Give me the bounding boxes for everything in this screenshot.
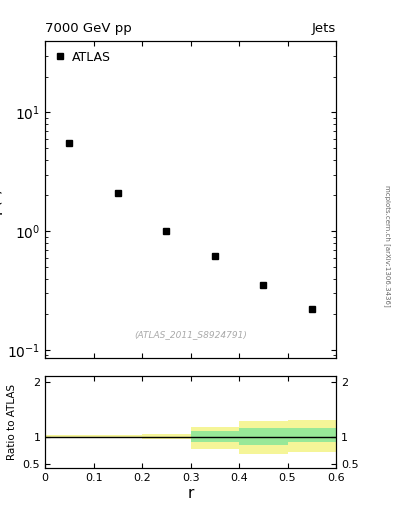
ATLAS — [164, 228, 169, 234]
ATLAS — [261, 282, 266, 288]
Text: (ATLAS_2011_S8924791): (ATLAS_2011_S8924791) — [134, 330, 247, 339]
ATLAS — [309, 306, 314, 312]
X-axis label: r: r — [187, 486, 194, 501]
ATLAS — [116, 190, 120, 196]
Text: Jets: Jets — [312, 22, 336, 35]
ATLAS — [213, 253, 217, 259]
Legend: ATLAS: ATLAS — [51, 47, 114, 68]
ATLAS — [67, 140, 72, 146]
Y-axis label: Ratio to ATLAS: Ratio to ATLAS — [7, 385, 17, 460]
Line: ATLAS: ATLAS — [66, 140, 315, 313]
Y-axis label: ρ(r): ρ(r) — [0, 186, 2, 214]
Text: 7000 GeV pp: 7000 GeV pp — [45, 22, 132, 35]
Text: mcplots.cern.ch [arXiv:1306.3436]: mcplots.cern.ch [arXiv:1306.3436] — [384, 185, 391, 307]
